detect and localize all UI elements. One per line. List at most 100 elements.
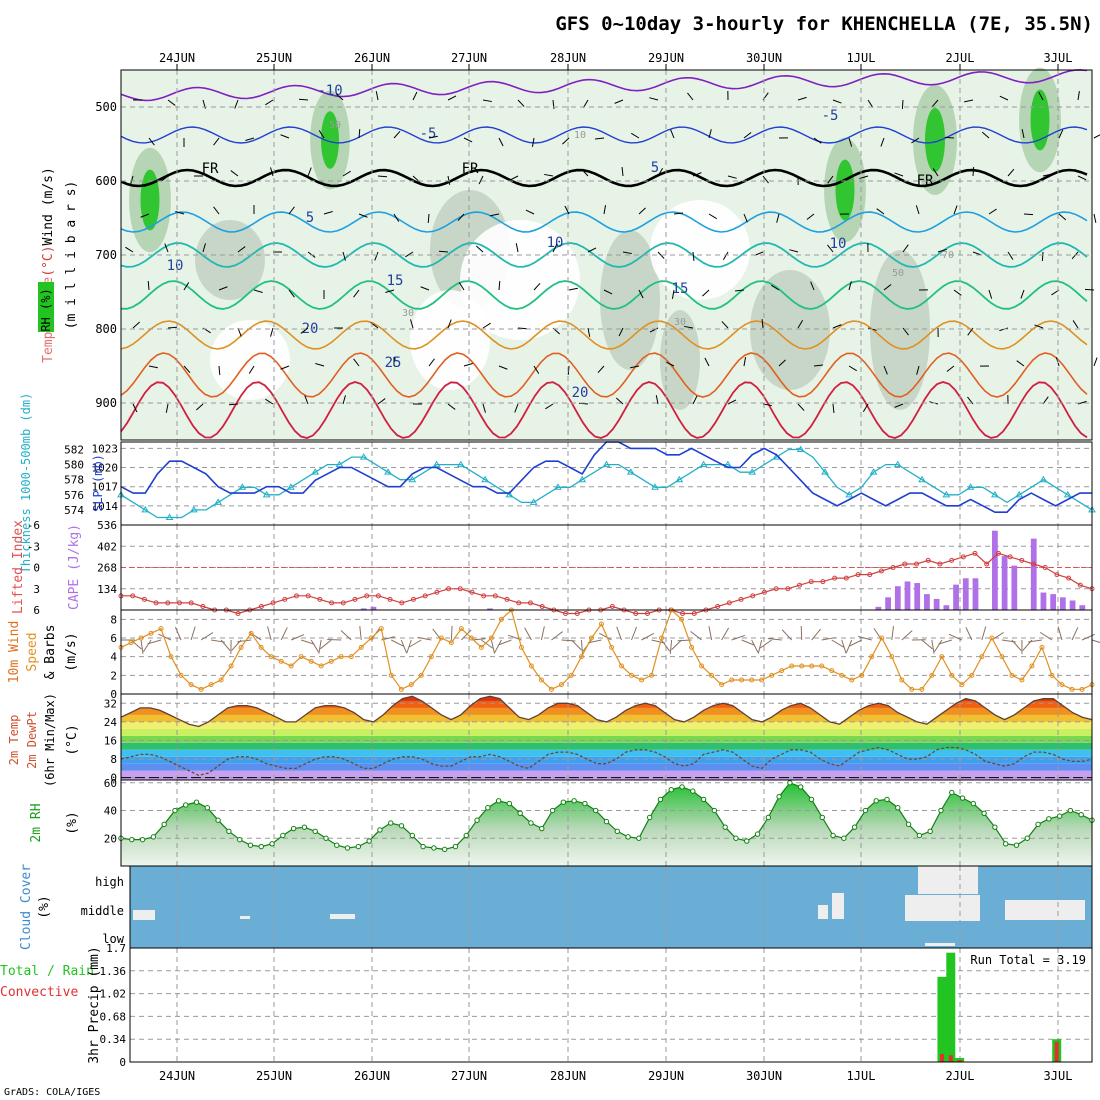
run-total-annotation: Run Total = 3.19 (970, 953, 1086, 967)
top-date-label: 3JUL (1044, 51, 1073, 65)
wind-speed-point (1039, 644, 1045, 650)
cloud-panel: high middle low Cloud Cover (%) (19, 864, 1093, 950)
li-point (446, 586, 452, 592)
li-point (504, 596, 510, 602)
wind-speed-line (120, 608, 1093, 691)
surface-wind-barb (858, 635, 872, 641)
li-point (329, 600, 335, 606)
wind-barb (562, 137, 570, 145)
rh-point (280, 832, 286, 839)
surface-wind-barb (781, 629, 793, 641)
li-point (1054, 572, 1060, 578)
li-point (925, 557, 931, 563)
cape-bar (1001, 556, 1008, 610)
wind-speed-point (448, 640, 454, 646)
li-point (1019, 557, 1025, 563)
wind-barb (684, 325, 694, 329)
surface-wind-barb (220, 639, 231, 652)
slp-ylabel: SLP (mb) (91, 454, 105, 512)
cape-bar (885, 597, 891, 610)
wind-barb (218, 286, 228, 291)
wind-barb (1020, 289, 1025, 299)
surface-wind-barb (938, 639, 953, 645)
wind-speed-point (989, 635, 995, 641)
rh-point (744, 838, 750, 844)
rh-point (247, 842, 254, 848)
li-point (492, 593, 498, 599)
rh-point (765, 814, 772, 821)
surface-wind-barb (524, 627, 532, 641)
surface-wind-barb (848, 639, 862, 647)
wind-speed-point (1069, 686, 1075, 692)
wind-speed-point (899, 677, 905, 683)
surface-wind-barb (190, 626, 196, 641)
wind-barb (300, 327, 309, 334)
wind-barb (164, 243, 169, 253)
wind-barb (867, 99, 874, 108)
surface-wind-barb (301, 639, 315, 645)
surface-wind-barb (921, 639, 933, 650)
wind-barb (981, 131, 990, 139)
rh-point (916, 832, 923, 839)
wind-speed-point (829, 668, 835, 674)
surface-wind-barb (140, 639, 144, 654)
rh-point (895, 805, 901, 811)
thickness-point (311, 468, 320, 475)
li-point (410, 596, 416, 602)
thickness-point (456, 460, 465, 468)
rh-point (625, 834, 631, 840)
surface-wind-barb (237, 639, 252, 643)
wind-barb (140, 213, 150, 218)
rh-area (121, 782, 1092, 866)
wind-barb (1016, 360, 1025, 367)
wind-barb (410, 319, 414, 329)
pressure-tick-label: 800 (95, 322, 117, 336)
li-point (282, 596, 288, 602)
wind-barb (1058, 129, 1064, 139)
wind-barb (876, 208, 885, 215)
wind-barb (167, 326, 178, 329)
wind-barb (298, 98, 309, 101)
cape-bar (360, 608, 367, 610)
wind-speed-point (588, 635, 594, 641)
panel-frame (120, 441, 1093, 526)
li-point (258, 603, 264, 609)
rh-point (1046, 816, 1052, 822)
surface-wind-barb (561, 639, 576, 642)
wind-barb (671, 289, 675, 299)
wind-barb (374, 251, 379, 261)
isotherm-label: 15 (387, 273, 404, 289)
thickness-point (189, 505, 198, 513)
slp-tick-label: 1023 (92, 442, 119, 455)
surface-wind-barb (408, 639, 422, 648)
wind-barb (692, 395, 698, 405)
isotherm-label: 25 (385, 355, 402, 371)
wind-barb (457, 213, 465, 222)
wind-barb (307, 167, 312, 177)
wind-barb (213, 137, 220, 146)
wind-barb (597, 365, 605, 374)
rh-contour-label: 10 (574, 130, 586, 141)
wind-barb (702, 289, 710, 297)
wind-barb (234, 99, 239, 109)
top-date-label: 1JUL (847, 51, 876, 65)
wind-barb (533, 282, 541, 291)
wind-barb (761, 318, 764, 329)
rh-point (1024, 835, 1030, 841)
wind-speed-point (999, 654, 1005, 660)
thickness-point (578, 475, 587, 483)
wind-barb (428, 135, 438, 139)
surface-wind-barb (280, 627, 288, 641)
wind-barb (183, 365, 191, 374)
rh-point (1067, 807, 1074, 814)
wind-speed-point (919, 686, 925, 692)
cloud-block (905, 895, 980, 921)
wind-barb (447, 319, 452, 329)
wind-barb (463, 137, 473, 143)
surface-wind-barb (721, 627, 730, 641)
rh-point (452, 843, 459, 850)
wind-barb (937, 248, 947, 253)
thickness-point (262, 490, 271, 498)
isotherm-line (120, 280, 1088, 310)
convective-precip-bar (948, 1055, 953, 1062)
